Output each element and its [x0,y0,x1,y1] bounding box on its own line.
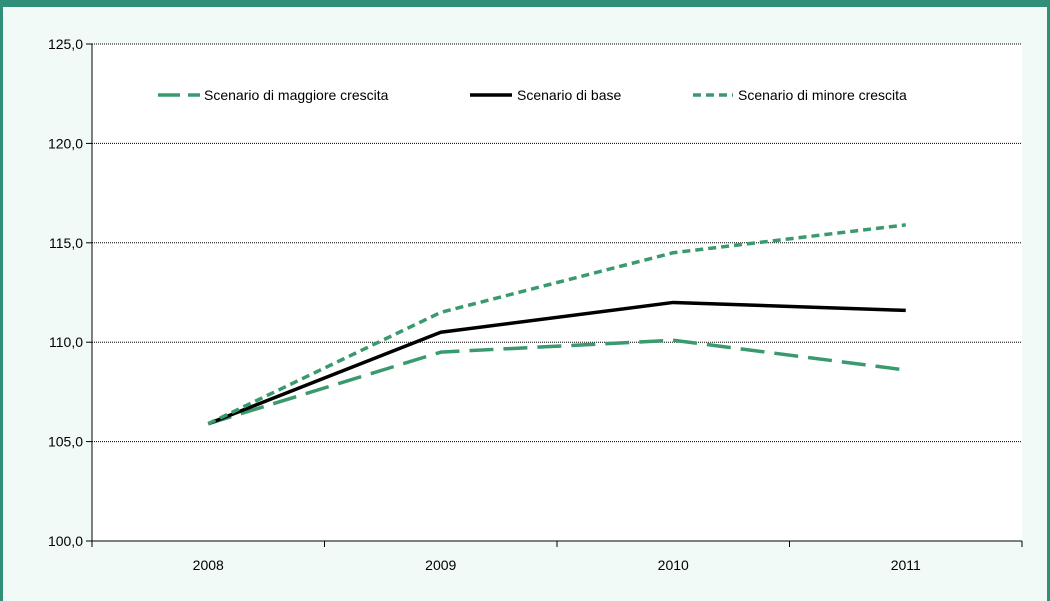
legend: Scenario di maggiore crescita Scenario di… [158,87,907,103]
x-tick-label: 2008 [193,557,224,573]
y-tick-label: 125,0 [48,36,83,52]
plot-area [92,44,1022,541]
x-tick-label: 2011 [891,557,921,573]
x-tick-label: 2009 [425,557,456,573]
y-tick-label: 100,0 [48,533,83,549]
y-tick-label: 110,0 [49,334,83,350]
series-line [207,223,906,426]
legend-label: Scenario di minore crescita [738,87,907,103]
legend-label: Scenario di base [517,87,622,103]
y-tick-label: 105,0 [48,434,83,450]
series-line [207,300,906,426]
axes: 100,0 105,0 110,0 115,0 120,0 125,0 2008 2009 20… [48,36,1023,573]
y-tick-label: 115,0 [49,235,83,251]
series-lines [207,223,906,426]
x-tick-label: 2010 [658,557,689,573]
series-line [207,338,906,426]
grid-lines [92,43,1022,541]
y-tick-label: 120,0 [48,135,83,151]
legend-label: Scenario di maggiore crescita [204,87,389,103]
